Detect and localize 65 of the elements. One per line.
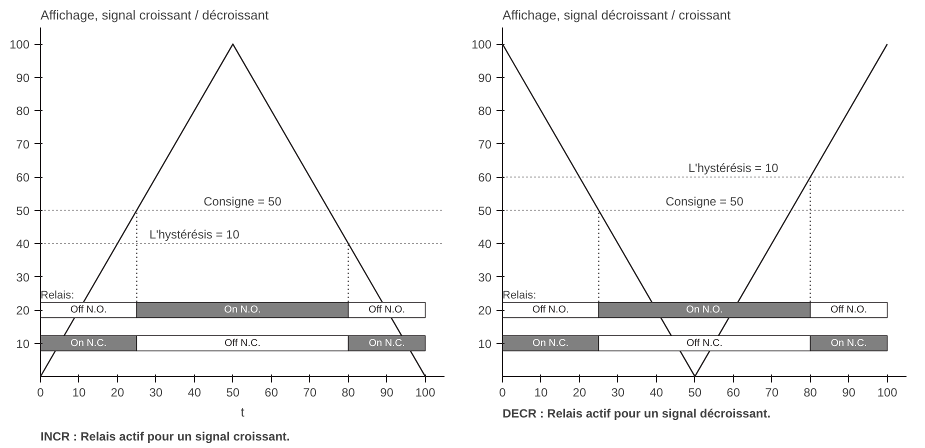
- x-tick-label: 90: [380, 386, 394, 400]
- band-label: On N.C.: [532, 338, 569, 349]
- y-tick-label: 20: [478, 304, 492, 318]
- chart-title: Affichage, signal croissant / décroissant: [40, 8, 269, 22]
- y-tick-label: 30: [478, 270, 492, 284]
- y-tick-label: 20: [16, 304, 30, 318]
- band-label: Off N.O.: [532, 304, 569, 316]
- y-tick-label: 60: [478, 170, 492, 185]
- x-axis-title: t: [240, 404, 245, 420]
- x-tick-label: 60: [726, 386, 740, 400]
- x-tick-label: 20: [110, 386, 124, 400]
- band-label: On N.C.: [830, 338, 867, 349]
- ref-line-label: Consigne = 50: [204, 194, 282, 208]
- annotation: Relais:: [40, 289, 74, 302]
- text: DECR : Relais actif pour un signal décroissant.: [502, 406, 771, 420]
- x-tick-label: 40: [188, 386, 202, 400]
- y-tick-label: 80: [16, 104, 30, 118]
- x-tick-label: 100: [415, 386, 436, 400]
- band-label: Off N.O.: [830, 304, 868, 316]
- y-tick-label: 40: [478, 237, 492, 252]
- x-tick-label: 70: [303, 386, 317, 400]
- x-tick-label: 20: [572, 386, 586, 400]
- x-tick-label: 10: [72, 386, 86, 400]
- x-tick-label: 0: [499, 386, 506, 400]
- band-label: On N.O.: [224, 304, 261, 316]
- y-tick-label: 50: [16, 204, 30, 218]
- y-tick-label: 70: [16, 137, 30, 152]
- x-tick-label: 50: [226, 386, 240, 400]
- x-tick-label: 70: [765, 386, 779, 400]
- band-label: Off N.C.: [686, 338, 722, 349]
- annotation: L'hystérésis = 10: [149, 228, 240, 242]
- x-tick-label: 0: [37, 386, 44, 400]
- x-tick-label: 60: [264, 386, 278, 400]
- y-tick-label: 60: [16, 170, 30, 185]
- x-tick-label: 100: [877, 386, 898, 400]
- annotation: Relais:: [502, 289, 536, 302]
- y-tick-label: 90: [16, 70, 30, 85]
- band-label: On N.C.: [70, 338, 107, 349]
- x-tick-label: 30: [611, 386, 625, 400]
- y-tick-label: 30: [16, 270, 30, 284]
- y-tick-label: 100: [9, 38, 30, 52]
- y-tick-label: 10: [478, 336, 492, 351]
- x-tick-label: 80: [804, 386, 818, 400]
- annotation: L'hystérésis = 10: [688, 161, 779, 176]
- band-label: Off N.C.: [224, 338, 260, 349]
- chart-title: Affichage, signal décroissant / croissant: [502, 8, 731, 22]
- x-tick-label: 10: [534, 386, 548, 400]
- y-tick-label: 70: [478, 137, 492, 152]
- band-label: On N.C.: [368, 338, 405, 349]
- x-tick-label: 30: [149, 386, 163, 400]
- x-tick-label: 80: [342, 386, 356, 400]
- x-tick-label: 50: [688, 386, 702, 400]
- band-label: Off N.O.: [70, 304, 107, 316]
- y-tick-label: 90: [478, 70, 492, 85]
- y-tick-label: 40: [16, 237, 30, 252]
- band-label: Off N.O.: [368, 304, 406, 316]
- x-tick-label: 40: [650, 386, 664, 400]
- band-label: On N.O.: [686, 304, 723, 316]
- text: INCR : Relais actif pour un signal croissant.: [40, 430, 290, 444]
- x-tick-label: 90: [842, 386, 856, 400]
- y-tick-label: 80: [478, 104, 492, 118]
- ref-line-label: Consigne = 50: [666, 194, 744, 208]
- y-tick-label: 50: [478, 204, 492, 218]
- y-tick-label: 100: [471, 38, 492, 52]
- y-tick-label: 10: [16, 336, 30, 351]
